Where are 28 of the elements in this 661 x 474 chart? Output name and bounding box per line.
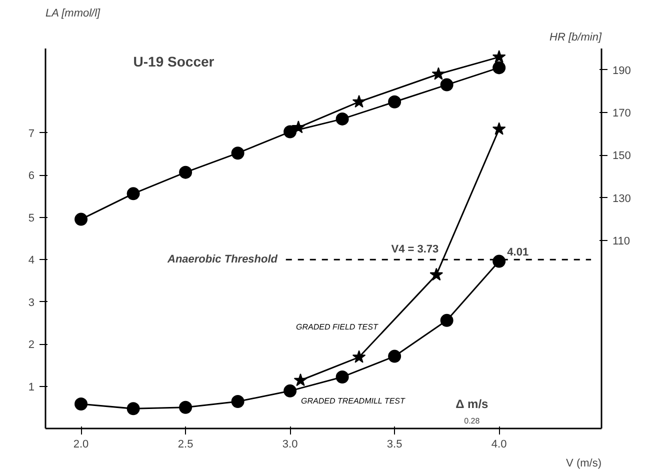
x-tick-label: 2.0	[73, 438, 89, 450]
y-axis-title: LA [mmol/l]	[46, 8, 102, 20]
series-label: GRADED TREADMILL TEST	[301, 396, 406, 406]
y2-tick-label: 190	[612, 64, 631, 77]
series-label: GRADED FIELD TEST	[296, 322, 379, 332]
x-tick-label: 4.0	[491, 438, 507, 450]
ref-line-label: Anaerobic Threshold	[166, 254, 278, 266]
x-tick-label: 3.5	[386, 438, 402, 450]
y-tick-label: 7	[28, 128, 35, 140]
chart-title: U-19 Soccer	[133, 54, 215, 70]
x-axis-title: V (m/s)	[566, 458, 602, 470]
annotation: 4.01	[507, 246, 529, 259]
y2-tick-label: 110	[612, 236, 630, 248]
y2-tick-label: 170	[612, 108, 631, 120]
y2-axis-title: HR [b/min]	[550, 32, 602, 44]
y-tick-label: 4	[28, 254, 35, 267]
y2-tick-label: 130	[612, 192, 631, 205]
y-tick-label: 2	[28, 339, 35, 352]
y-tick-label: 5	[28, 212, 35, 224]
y2-tick-label: 150	[612, 150, 631, 162]
annotation: 0.28	[464, 416, 480, 426]
x-tick-label: 3.0	[282, 438, 298, 450]
annotation: Δ m/s	[456, 396, 489, 411]
x-tick-label: 2.5	[178, 438, 194, 450]
y-tick-label: 1	[28, 381, 35, 394]
annotation: V4 = 3.73	[391, 244, 439, 256]
y-tick-label: 3	[28, 296, 35, 309]
y-tick-label: 6	[28, 170, 35, 182]
